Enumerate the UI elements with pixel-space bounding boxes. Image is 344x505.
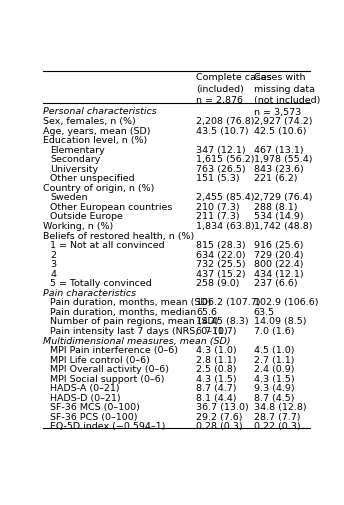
Text: 1 = Not at all convinced: 1 = Not at all convinced	[51, 241, 165, 249]
Text: Secondary: Secondary	[51, 155, 101, 164]
Text: 4.3 (1.5): 4.3 (1.5)	[196, 374, 237, 383]
Text: 8.7 (4.5): 8.7 (4.5)	[254, 393, 294, 402]
Text: 43.5 (10.7): 43.5 (10.7)	[196, 126, 249, 135]
Text: Country of origin, n (%): Country of origin, n (%)	[43, 183, 154, 192]
Text: 1,742 (48.8): 1,742 (48.8)	[254, 222, 312, 231]
Text: 1,834 (63.8): 1,834 (63.8)	[196, 222, 255, 231]
Text: Sweden: Sweden	[51, 193, 88, 202]
Text: 729 (20.4): 729 (20.4)	[254, 250, 303, 259]
Text: 2.7 (1.1): 2.7 (1.1)	[254, 355, 294, 364]
Text: 3: 3	[51, 260, 57, 269]
Text: 4.3 (1.0): 4.3 (1.0)	[196, 345, 237, 355]
Text: 2,208 (76.8): 2,208 (76.8)	[196, 117, 255, 126]
Text: 211 (7.3): 211 (7.3)	[196, 212, 240, 221]
Text: 800 (22.4): 800 (22.4)	[254, 260, 303, 269]
Text: 4: 4	[51, 269, 56, 278]
Text: 434 (12.1): 434 (12.1)	[254, 269, 303, 278]
Text: Number of pain regions, mean (SD): Number of pain regions, mean (SD)	[51, 317, 219, 326]
Text: Other unspecified: Other unspecified	[51, 174, 135, 183]
Text: 288 (8.1): 288 (8.1)	[254, 203, 297, 212]
Text: 4.5 (1.0): 4.5 (1.0)	[254, 345, 294, 355]
Text: 916 (25.6): 916 (25.6)	[254, 241, 303, 249]
Text: 7.0 (1.6): 7.0 (1.6)	[254, 326, 294, 335]
Text: Other European countries: Other European countries	[51, 203, 173, 212]
Text: MPI Pain interference (0–6): MPI Pain interference (0–6)	[51, 345, 179, 355]
Text: University: University	[51, 165, 99, 173]
Text: 1,978 (55.4): 1,978 (55.4)	[254, 155, 312, 164]
Text: 347 (12.1): 347 (12.1)	[196, 145, 246, 155]
Text: 221 (6.2): 221 (6.2)	[254, 174, 297, 183]
Text: 9.3 (4.9): 9.3 (4.9)	[254, 383, 294, 392]
Text: 1,615 (56.2): 1,615 (56.2)	[196, 155, 255, 164]
Text: 763 (26.5): 763 (26.5)	[196, 165, 246, 173]
Text: 2.8 (1.1): 2.8 (1.1)	[196, 355, 237, 364]
Text: 237 (6.6): 237 (6.6)	[254, 279, 297, 288]
Text: Outside Europe: Outside Europe	[51, 212, 123, 221]
Text: 4.3 (1.5): 4.3 (1.5)	[254, 374, 294, 383]
Text: 2,729 (76.4): 2,729 (76.4)	[254, 193, 312, 202]
Text: MPI Social support (0–6): MPI Social support (0–6)	[51, 374, 165, 383]
Text: Pain duration, months, median: Pain duration, months, median	[51, 308, 197, 316]
Text: 14.45 (8.3): 14.45 (8.3)	[196, 317, 249, 326]
Text: 2.5 (0.8): 2.5 (0.8)	[196, 365, 237, 374]
Text: 102.9 (106.6): 102.9 (106.6)	[254, 298, 318, 307]
Text: 63.5: 63.5	[254, 308, 275, 316]
Text: 634 (22.0): 634 (22.0)	[196, 250, 246, 259]
Text: Pain duration, months, mean (SD): Pain duration, months, mean (SD)	[51, 298, 212, 307]
Text: Sex, females, n (%): Sex, females, n (%)	[43, 117, 136, 126]
Text: 437 (15.2): 437 (15.2)	[196, 269, 246, 278]
Text: Multidimensional measures, mean (SD): Multidimensional measures, mean (SD)	[43, 336, 230, 345]
Text: Personal characteristics: Personal characteristics	[43, 107, 157, 116]
Text: 732 (25.5): 732 (25.5)	[196, 260, 246, 269]
Text: 843 (23.6): 843 (23.6)	[254, 165, 303, 173]
Text: Pain characteristics: Pain characteristics	[43, 288, 136, 297]
Text: 2: 2	[51, 250, 56, 259]
Text: Complete cases
(included)
n = 2,876: Complete cases (included) n = 2,876	[196, 73, 272, 105]
Text: 6.7 (1.7): 6.7 (1.7)	[196, 326, 237, 335]
Text: 2.4 (0.9): 2.4 (0.9)	[254, 365, 294, 374]
Text: Beliefs of restored health, n (%): Beliefs of restored health, n (%)	[43, 231, 194, 240]
Text: 29.2 (7.6): 29.2 (7.6)	[196, 412, 243, 421]
Text: MPI Life control (0–6): MPI Life control (0–6)	[51, 355, 150, 364]
Text: HADS-D (0–21): HADS-D (0–21)	[51, 393, 121, 402]
Text: Education level, n (%): Education level, n (%)	[43, 136, 147, 145]
Text: 42.5 (10.6): 42.5 (10.6)	[254, 126, 306, 135]
Text: 210 (7.3): 210 (7.3)	[196, 203, 240, 212]
Text: Pain intensity last 7 days (NRS, 0–10): Pain intensity last 7 days (NRS, 0–10)	[51, 326, 228, 335]
Text: 28.7 (7.7): 28.7 (7.7)	[254, 412, 300, 421]
Text: SF-36 PCS (0–100): SF-36 PCS (0–100)	[51, 412, 138, 421]
Text: 106.2 (107.7): 106.2 (107.7)	[196, 298, 261, 307]
Text: Elementary: Elementary	[51, 145, 105, 155]
Text: 467 (13.1): 467 (13.1)	[254, 145, 303, 155]
Text: MPI Overall activity (0–6): MPI Overall activity (0–6)	[51, 365, 170, 374]
Text: 8.7 (4.7): 8.7 (4.7)	[196, 383, 237, 392]
Text: 14.09 (8.5): 14.09 (8.5)	[254, 317, 306, 326]
Text: 34.8 (12.8): 34.8 (12.8)	[254, 402, 306, 412]
Text: SF-36 MCS (0–100): SF-36 MCS (0–100)	[51, 402, 140, 412]
Text: Cases with
missing data
(not included)
n = 3,573: Cases with missing data (not included) n…	[254, 73, 320, 116]
Text: Age, years, mean (SD): Age, years, mean (SD)	[43, 126, 151, 135]
Text: 5 = Totally convinced: 5 = Totally convinced	[51, 279, 152, 288]
Text: HADS-A (0–21): HADS-A (0–21)	[51, 383, 120, 392]
Text: 534 (14.9): 534 (14.9)	[254, 212, 303, 221]
Text: Working, n (%): Working, n (%)	[43, 222, 113, 231]
Text: 2,455 (85.4): 2,455 (85.4)	[196, 193, 255, 202]
Text: 36.7 (13.0): 36.7 (13.0)	[196, 402, 249, 412]
Text: 815 (28.3): 815 (28.3)	[196, 241, 246, 249]
Text: 2,927 (74.2): 2,927 (74.2)	[254, 117, 312, 126]
Text: EQ-5D index (−0.594–1): EQ-5D index (−0.594–1)	[51, 422, 166, 431]
Text: 0.28 (0.3): 0.28 (0.3)	[196, 422, 243, 431]
Text: 151 (5.3): 151 (5.3)	[196, 174, 240, 183]
Text: 8.1 (4.4): 8.1 (4.4)	[196, 393, 237, 402]
Text: 0.22 (0.3): 0.22 (0.3)	[254, 422, 300, 431]
Text: 65.6: 65.6	[196, 308, 217, 316]
Text: 258 (9.0): 258 (9.0)	[196, 279, 240, 288]
